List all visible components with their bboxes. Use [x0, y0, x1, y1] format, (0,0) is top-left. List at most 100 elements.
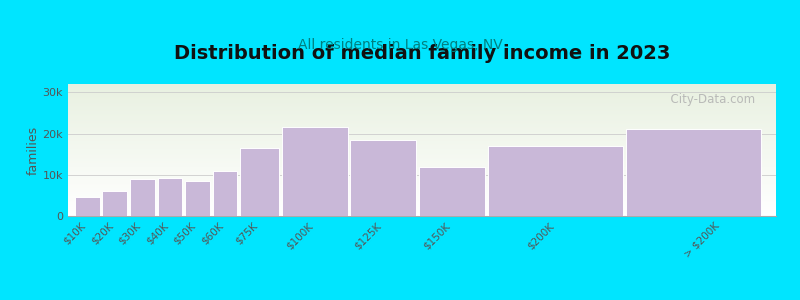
Bar	[68, 156, 776, 157]
Bar	[68, 84, 776, 85]
Bar	[68, 119, 776, 120]
Bar	[68, 154, 776, 155]
Bar	[68, 160, 776, 161]
Bar	[68, 131, 776, 132]
Bar	[68, 180, 776, 181]
Bar	[68, 173, 776, 174]
Bar	[68, 187, 776, 188]
Bar	[68, 195, 776, 196]
Text: City-Data.com: City-Data.com	[662, 93, 754, 106]
Bar	[75, 197, 100, 216]
Bar	[68, 172, 776, 173]
Bar	[68, 145, 776, 146]
Bar	[68, 141, 776, 142]
Bar	[68, 115, 776, 116]
Bar	[68, 129, 776, 130]
Bar	[350, 140, 417, 216]
Bar	[68, 106, 776, 107]
Bar	[68, 169, 776, 170]
Bar	[68, 117, 776, 118]
Bar	[102, 191, 127, 216]
Bar	[68, 139, 776, 140]
Bar	[68, 100, 776, 101]
Bar	[68, 188, 776, 189]
Bar	[68, 102, 776, 103]
Bar	[213, 171, 238, 216]
Bar	[68, 215, 776, 216]
Bar	[68, 107, 776, 108]
Bar	[68, 110, 776, 111]
Bar	[68, 134, 776, 135]
Bar	[68, 128, 776, 129]
Bar	[626, 129, 761, 216]
Bar	[240, 148, 278, 216]
Bar	[68, 191, 776, 192]
Bar	[68, 192, 776, 193]
Bar	[68, 101, 776, 102]
Bar	[488, 146, 623, 216]
Bar	[68, 151, 776, 152]
Bar	[158, 178, 182, 216]
Bar	[68, 150, 776, 151]
Bar	[68, 140, 776, 141]
Bar	[68, 162, 776, 163]
Bar	[68, 142, 776, 143]
Bar	[68, 208, 776, 209]
Bar	[68, 205, 776, 206]
Bar	[68, 167, 776, 168]
Bar	[68, 209, 776, 210]
Bar	[68, 122, 776, 123]
Bar	[130, 179, 154, 216]
Bar	[68, 87, 776, 88]
Bar	[68, 201, 776, 202]
Bar	[68, 108, 776, 109]
Bar	[68, 168, 776, 169]
Bar	[68, 179, 776, 180]
Bar	[68, 88, 776, 89]
Bar	[68, 212, 776, 213]
Bar	[68, 133, 776, 134]
Bar	[68, 193, 776, 194]
Bar	[68, 138, 776, 139]
Bar	[68, 121, 776, 122]
Bar	[68, 210, 776, 211]
Bar	[68, 186, 776, 187]
Bar	[68, 177, 776, 178]
Bar	[68, 163, 776, 164]
Bar	[68, 126, 776, 127]
Bar	[68, 103, 776, 104]
Text: All residents in Las Vegas, NV: All residents in Las Vegas, NV	[298, 38, 502, 52]
Bar	[68, 206, 776, 207]
Bar	[68, 148, 776, 149]
Bar	[68, 159, 776, 160]
Bar	[68, 113, 776, 114]
Bar	[68, 183, 776, 184]
Bar	[419, 167, 486, 216]
Bar	[68, 202, 776, 203]
Bar	[68, 132, 776, 133]
Bar	[68, 120, 776, 121]
Title: Distribution of median family income in 2023: Distribution of median family income in …	[174, 44, 670, 63]
Bar	[68, 111, 776, 112]
Bar	[68, 204, 776, 205]
Bar	[68, 116, 776, 117]
Bar	[68, 146, 776, 147]
Bar	[68, 147, 776, 148]
Bar	[68, 211, 776, 212]
Bar	[68, 174, 776, 175]
Bar	[68, 185, 776, 186]
Bar	[68, 92, 776, 93]
Bar	[68, 170, 776, 171]
Bar	[68, 196, 776, 197]
Bar	[282, 127, 348, 216]
Bar	[68, 144, 776, 145]
Bar	[68, 214, 776, 215]
Bar	[68, 99, 776, 100]
Bar	[68, 153, 776, 154]
Bar	[68, 136, 776, 137]
Bar	[68, 194, 776, 195]
Bar	[68, 157, 776, 158]
Bar	[68, 213, 776, 214]
Bar	[68, 155, 776, 156]
Bar	[68, 164, 776, 165]
